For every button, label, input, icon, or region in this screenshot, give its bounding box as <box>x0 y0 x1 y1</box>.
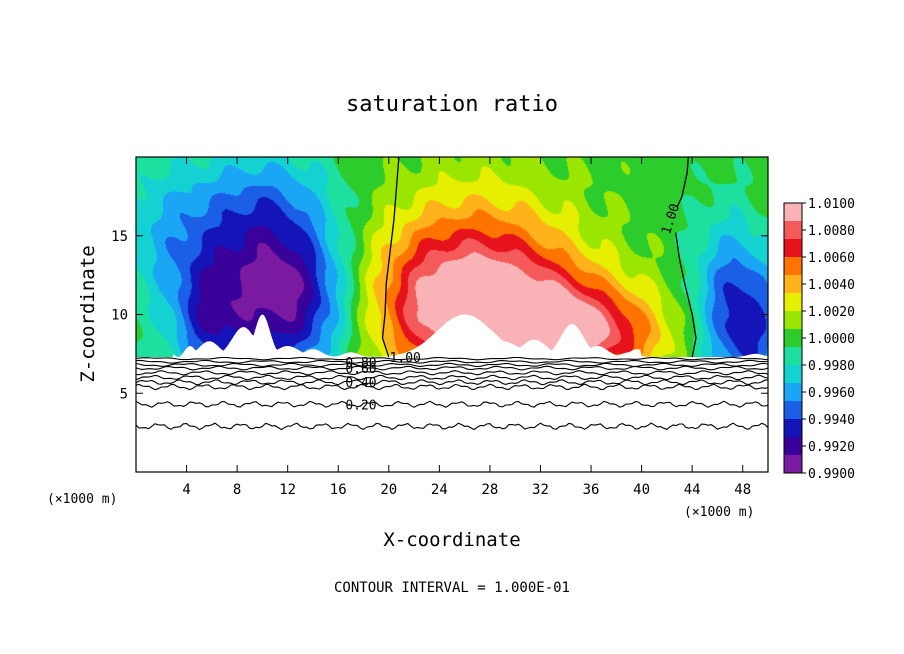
colorbar-swatch <box>784 437 802 456</box>
plot-area: 1.001.000.800.600.400.20 4 8 12 16 20 24 28 32 3… <box>111 156 769 498</box>
colorbar-swatch <box>784 329 802 348</box>
contour-line <box>135 370 769 376</box>
y-tick-label: 10 <box>111 308 128 324</box>
x-start-unit-label: (×1000 m) <box>47 492 117 507</box>
contour-line-1-00-right-top <box>676 156 690 208</box>
colorbar-label: 0.9900 <box>808 467 855 482</box>
colorbar-swatch <box>784 347 802 366</box>
contour-label: 0.80 <box>345 356 376 371</box>
colorbar-label: 1.0000 <box>808 332 855 347</box>
x-tick-label: 16 <box>330 482 347 498</box>
colorbar-label: 0.9960 <box>808 386 855 401</box>
colorbar-label: 1.0020 <box>808 305 855 320</box>
contour-labels: 1.001.000.800.600.400.20 <box>345 202 683 413</box>
x-tick-label: 24 <box>431 482 448 498</box>
colorbar-swatch <box>784 365 802 384</box>
colorbar-swatch <box>784 257 802 276</box>
chart-title: saturation ratio <box>346 92 558 117</box>
x-tick-label: 28 <box>481 482 498 498</box>
y-axis-ticks: 5 10 15 <box>111 229 768 402</box>
x-axis-ticks: 4 8 12 16 20 24 28 32 36 40 44 48 <box>182 157 751 498</box>
x-tick-label: 12 <box>279 482 296 498</box>
colorbar-label: 1.0100 <box>808 197 855 212</box>
contour-line-1-00-left <box>381 156 400 358</box>
y-tick-label: 15 <box>111 229 128 245</box>
colorbar-swatch <box>784 221 802 240</box>
contour-line <box>135 383 769 391</box>
colorbar-label: 1.0040 <box>808 278 855 293</box>
contour-label: 0.60 <box>345 362 376 377</box>
y-tick-label: 5 <box>120 386 128 402</box>
colorbar-swatch <box>784 239 802 258</box>
colorbar-swatch <box>784 455 802 474</box>
x-tick-label: 20 <box>380 482 397 498</box>
x-tick-label: 8 <box>233 482 241 498</box>
colorbar: 1.0100 1.0080 1.0060 1.0040 1.0020 1.0000 0.99… <box>783 197 855 482</box>
colorbar-label: 1.0080 <box>808 224 855 239</box>
colorbar-swatch <box>784 401 802 420</box>
x-tick-label: 4 <box>182 482 190 498</box>
contour-line-1-00-right <box>675 232 697 358</box>
contour-interval-note: CONTOUR INTERVAL = 1.000E-01 <box>334 580 570 596</box>
colorbar-swatch <box>784 275 802 294</box>
x-tick-label: 48 <box>734 482 751 498</box>
x-tick-label: 32 <box>532 482 549 498</box>
contour-line <box>135 374 769 381</box>
x-tick-label: 40 <box>633 482 650 498</box>
contour-label: 0.40 <box>345 376 376 391</box>
contour-line <box>135 362 769 368</box>
colorbar-swatch <box>784 419 802 438</box>
contour-line <box>135 359 769 364</box>
y-axis-title: Z-coordinate <box>77 245 99 382</box>
contour-line <box>135 365 769 371</box>
x-axis-title: X-coordinate <box>383 529 520 551</box>
colorbar-label: 1.0060 <box>808 251 855 266</box>
colorbar-label: 0.9940 <box>808 413 855 428</box>
colorbar-swatch <box>784 311 802 330</box>
contour-line <box>135 422 769 431</box>
x-tick-label: 44 <box>684 482 701 498</box>
contour-label: 0.20 <box>345 398 376 413</box>
colorbar-label: 0.9920 <box>808 440 855 455</box>
contour-lines <box>135 156 769 431</box>
x-end-unit-label: (×1000 m) <box>684 505 754 520</box>
x-tick-label: 36 <box>583 482 600 498</box>
contour-line <box>135 356 769 361</box>
colorbar-swatch <box>784 383 802 402</box>
terrain-white-region <box>136 314 768 472</box>
colorbar-swatch <box>784 293 802 312</box>
contour-line <box>135 400 769 408</box>
colorbar-label: 0.9980 <box>808 359 855 374</box>
contour-label: 1.00 <box>390 351 421 366</box>
colorbar-swatch <box>784 203 802 222</box>
contour-line <box>135 379 769 386</box>
